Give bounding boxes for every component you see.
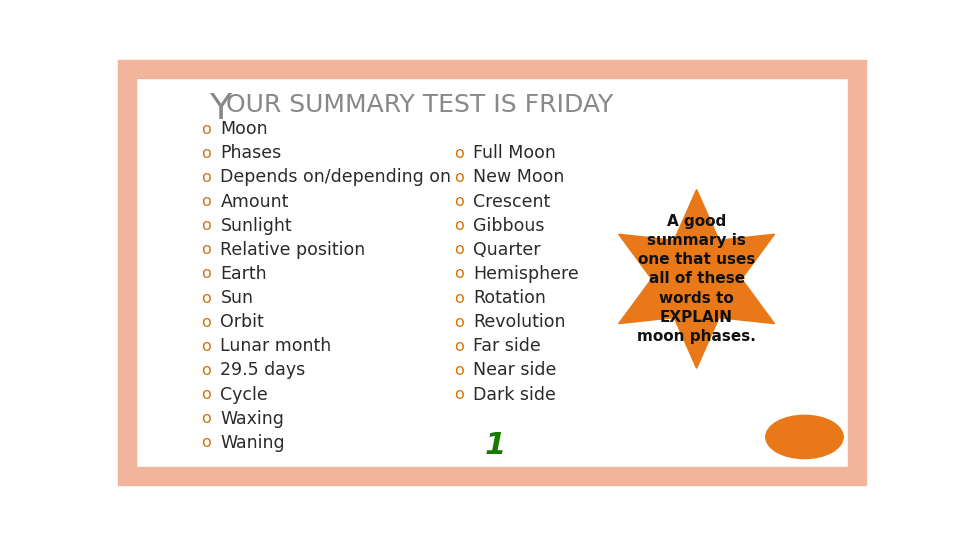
Text: o: o [454, 146, 464, 161]
Text: o: o [201, 291, 210, 306]
Text: o: o [201, 315, 210, 330]
Text: Full Moon: Full Moon [473, 144, 556, 163]
Text: Far side: Far side [473, 338, 541, 355]
Text: New Moon: New Moon [473, 168, 564, 186]
Text: Relative position: Relative position [221, 241, 366, 259]
Text: o: o [201, 339, 210, 354]
Text: o: o [454, 387, 464, 402]
Text: Orbit: Orbit [221, 313, 264, 331]
Text: Cycle: Cycle [221, 386, 268, 403]
Text: Quarter: Quarter [473, 241, 540, 259]
Ellipse shape [766, 415, 843, 458]
Text: o: o [201, 170, 210, 185]
Text: Y: Y [209, 92, 231, 126]
Text: o: o [201, 242, 210, 258]
Text: Depends on/depending on: Depends on/depending on [221, 168, 451, 186]
Text: Hemisphere: Hemisphere [473, 265, 579, 283]
Text: Dark side: Dark side [473, 386, 556, 403]
Text: o: o [201, 266, 210, 281]
Text: Waxing: Waxing [221, 410, 284, 428]
Text: OUR SUMMARY TEST IS FRIDAY: OUR SUMMARY TEST IS FRIDAY [226, 93, 612, 117]
Text: o: o [201, 194, 210, 209]
Text: Rotation: Rotation [473, 289, 546, 307]
Text: A good
summary is
one that uses
all of these
words to
EXPLAIN
moon phases.: A good summary is one that uses all of t… [637, 214, 756, 344]
Text: 1: 1 [485, 431, 506, 460]
Text: 29.5 days: 29.5 days [221, 361, 305, 380]
Text: Phases: Phases [221, 144, 281, 163]
Text: o: o [454, 315, 464, 330]
Text: Gibbous: Gibbous [473, 217, 545, 235]
Text: Sunlight: Sunlight [221, 217, 292, 235]
Text: o: o [454, 363, 464, 378]
Text: Moon: Moon [221, 120, 268, 138]
Text: Sun: Sun [221, 289, 253, 307]
Text: o: o [454, 242, 464, 258]
Text: Near side: Near side [473, 361, 557, 380]
Text: o: o [201, 363, 210, 378]
Text: o: o [454, 194, 464, 209]
Polygon shape [618, 190, 775, 368]
Text: o: o [454, 266, 464, 281]
Text: o: o [201, 435, 210, 450]
Text: Earth: Earth [221, 265, 267, 283]
Text: o: o [454, 170, 464, 185]
Text: o: o [201, 411, 210, 426]
Text: o: o [201, 146, 210, 161]
Text: Lunar month: Lunar month [221, 338, 332, 355]
Text: Revolution: Revolution [473, 313, 565, 331]
Text: o: o [454, 218, 464, 233]
Text: o: o [201, 387, 210, 402]
Text: o: o [454, 339, 464, 354]
Text: Waning: Waning [221, 434, 285, 452]
Text: o: o [454, 291, 464, 306]
Text: Amount: Amount [221, 193, 289, 211]
Text: Crescent: Crescent [473, 193, 551, 211]
Text: o: o [201, 218, 210, 233]
Text: o: o [201, 122, 210, 137]
